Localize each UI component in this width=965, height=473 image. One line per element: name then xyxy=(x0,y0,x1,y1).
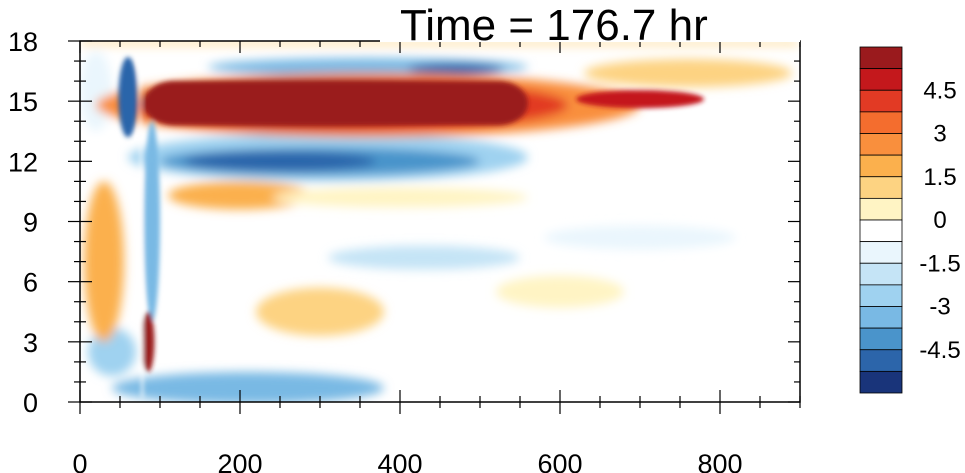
y-tick-label: 15 xyxy=(8,87,38,117)
bottom-blue-halo xyxy=(112,371,384,402)
colorbar-swatch xyxy=(859,262,903,286)
x-tick-label: 600 xyxy=(537,449,582,473)
colorbar-swatch xyxy=(859,176,903,199)
colorbar-label: 1.5 xyxy=(923,164,956,191)
colorbar-swatch xyxy=(859,111,903,134)
colorbar-swatch xyxy=(859,89,903,113)
y-tick-label: 0 xyxy=(23,388,38,418)
colorbar-label: -3 xyxy=(929,294,950,321)
colorbar: 4.5 3 1.5 0 -1.5 -3 -4.5 xyxy=(859,46,961,394)
positive-band-body xyxy=(144,81,528,126)
top-blue-strip-core xyxy=(408,63,504,76)
right-pale-patch xyxy=(496,275,624,308)
front-line xyxy=(139,61,144,398)
positive-right-tail xyxy=(576,90,704,109)
front-blue-upper xyxy=(118,57,138,138)
colorbar-swatch xyxy=(859,197,903,221)
title-background xyxy=(380,0,800,42)
front-red-lower xyxy=(141,311,155,372)
colorbar-swatch xyxy=(859,133,903,156)
mid-blue-patch xyxy=(328,245,520,270)
x-tick-label: 200 xyxy=(217,449,262,473)
colorbar-label: -4.5 xyxy=(919,337,960,364)
y-tick-label: 18 xyxy=(8,27,38,57)
colorbar-swatch xyxy=(859,306,903,329)
colorbar-swatch xyxy=(859,46,903,70)
y-tick-label: 9 xyxy=(23,208,38,238)
contour-field xyxy=(80,41,800,402)
x-tick-label: 400 xyxy=(377,449,422,473)
negative-band-core xyxy=(184,151,376,172)
colorbar-swatch xyxy=(859,327,903,351)
left-orange-column xyxy=(84,181,124,342)
plot-area: 0 200 400 600 800 0 3 6 9 12 15 18 xyxy=(8,27,801,473)
y-axis: 0 3 6 9 12 15 18 xyxy=(8,27,800,418)
upper-right-yellow xyxy=(584,59,792,88)
colorbar-swatch xyxy=(859,68,903,91)
colorbar-label: 3 xyxy=(933,121,946,148)
front-blue-mid xyxy=(144,121,160,322)
mid-pale-patch xyxy=(272,187,528,208)
mid-orange-patch xyxy=(168,181,312,210)
x-axis: 0 200 400 600 800 xyxy=(72,41,801,473)
right-blue-patch xyxy=(544,225,736,250)
y-tick-label: 6 xyxy=(23,268,38,298)
colorbar-swatch xyxy=(859,219,903,243)
chart-title: Time = 176.7 hr xyxy=(400,1,708,50)
x-tick-label: 0 xyxy=(72,449,87,473)
lower-yellow-patch xyxy=(256,287,384,336)
x-tick-label: 800 xyxy=(697,449,742,473)
y-tick-label: 12 xyxy=(8,147,38,177)
y-tick-label: 3 xyxy=(23,328,38,358)
colorbar-swatch xyxy=(859,349,903,372)
colorbar-label: -1.5 xyxy=(919,250,960,277)
colorbar-swatch xyxy=(859,284,903,307)
detail-layer xyxy=(118,57,704,398)
colorbar-swatch xyxy=(859,154,903,178)
colorbar-label: 0 xyxy=(933,207,946,234)
colorbar-label: 4.5 xyxy=(923,77,956,104)
left-top-blue xyxy=(80,51,112,132)
colorbar-swatch xyxy=(859,370,903,394)
colorbar-swatch xyxy=(859,241,903,264)
